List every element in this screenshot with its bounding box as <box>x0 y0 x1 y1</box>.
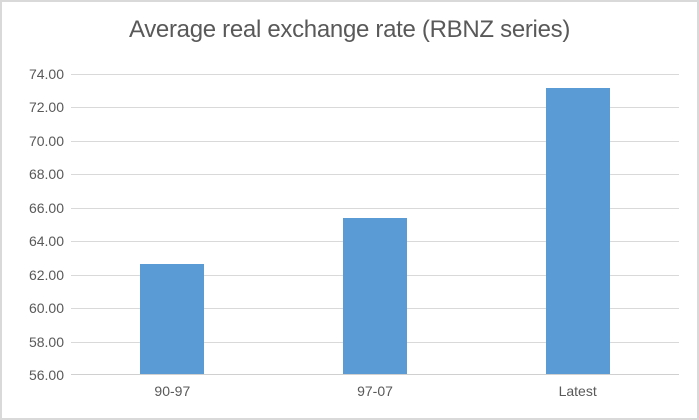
y-tick-label: 58.00 <box>28 333 64 350</box>
bar-90-97 <box>140 263 205 374</box>
gridline <box>71 140 679 142</box>
x-axis-line <box>71 374 679 375</box>
gridline <box>71 107 679 109</box>
gridline <box>71 74 679 75</box>
x-axis-label: 97-07 <box>357 383 393 399</box>
y-tick-label: 70.00 <box>28 132 64 149</box>
y-tick-label: 56.00 <box>28 367 64 383</box>
chart-title: Average real exchange rate (RBNZ series) <box>128 16 571 43</box>
y-tick-label: 72.00 <box>28 99 64 116</box>
y-tick-label: 62.00 <box>28 266 64 283</box>
y-tick-label: 68.00 <box>28 166 64 183</box>
plot-area <box>71 74 679 375</box>
y-tick-label: 60.00 <box>28 300 64 317</box>
x-axis-label: 90-97 <box>154 383 191 399</box>
x-axis-label: Latest <box>558 383 597 399</box>
bar-97-07 <box>343 218 407 374</box>
bar-latest <box>545 88 610 374</box>
gridline <box>71 174 679 176</box>
y-tick-label: 66.00 <box>28 199 64 216</box>
y-tick-label: 64.00 <box>28 233 64 250</box>
y-tick-label: 74.00 <box>28 66 64 82</box>
gridline <box>71 207 679 209</box>
